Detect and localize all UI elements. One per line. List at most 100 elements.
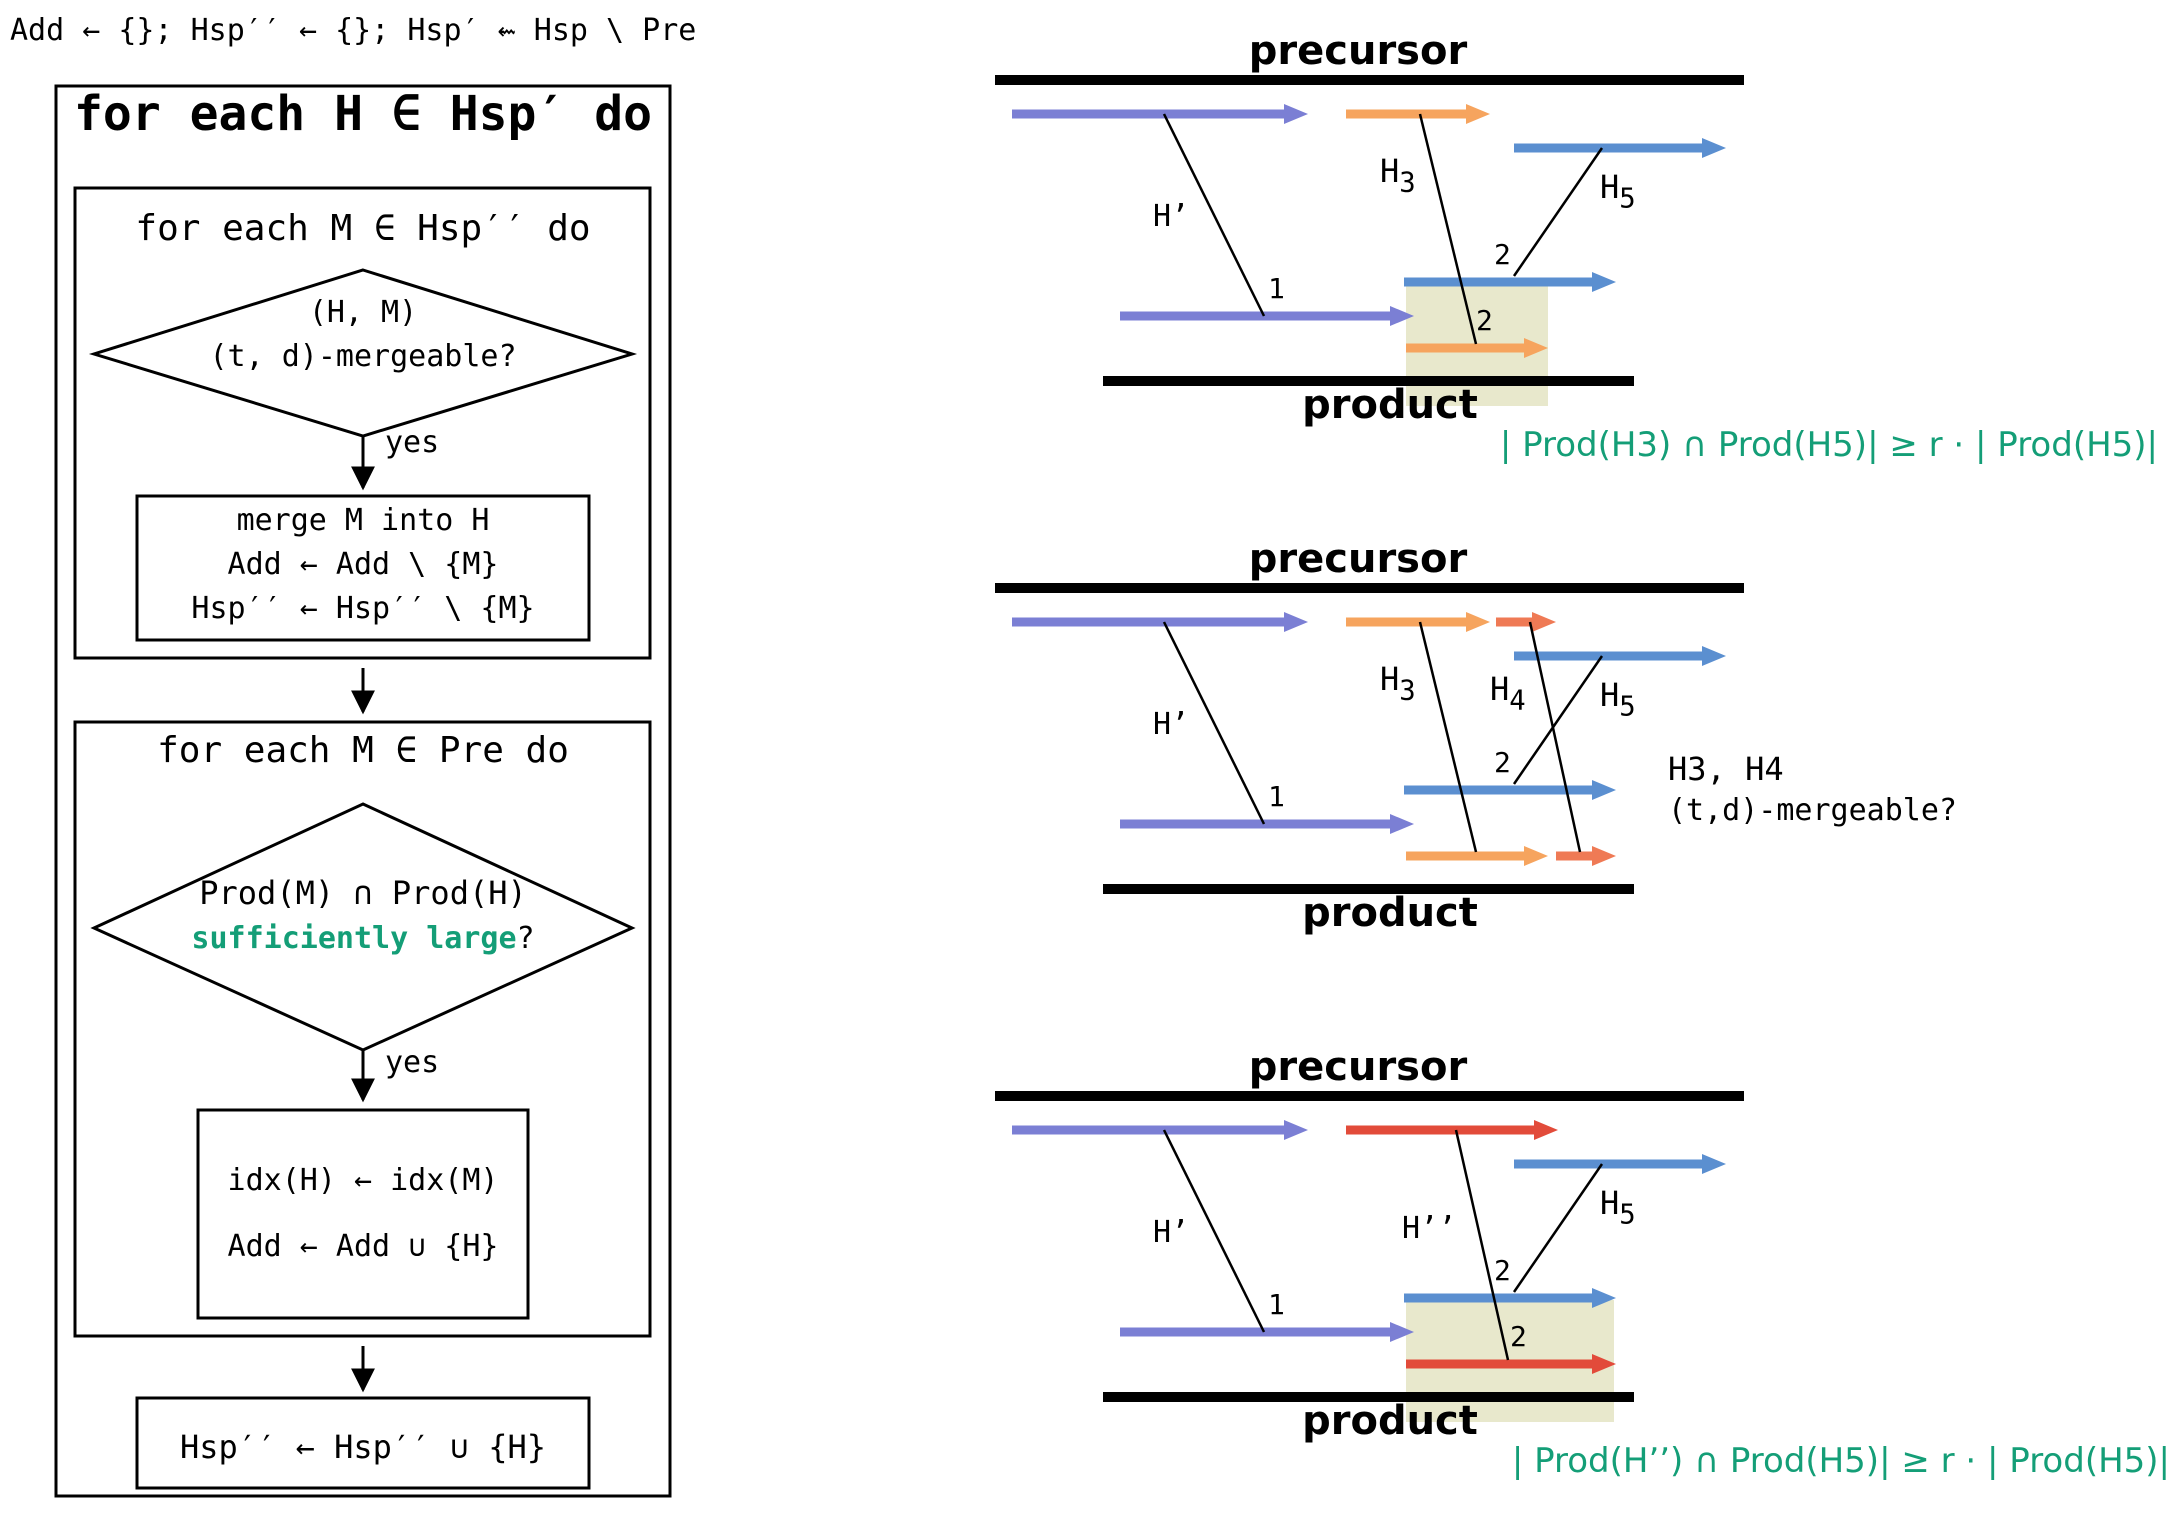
h5-label-sub: 5 [1619,1200,1635,1231]
h3-precursor-arrow-head [1466,612,1490,632]
h5-product-arrow-head [1592,272,1616,292]
merge-box [135,494,591,642]
idx-box [196,1108,530,1320]
decision-2-highlight: sufficiently large [191,921,516,956]
merge-line2: Add ← Add \ {M} [228,547,499,582]
init-line: Add ← {}; Hsp′′ ← {}; Hsp′ ⇜ Hsp \ Pre [10,13,696,48]
h5-label: H5 [1600,676,1636,723]
h-prime-link [1162,113,1266,317]
h-prime-label: H’ [1153,707,1189,742]
fragment-2b-label: 2 [1510,1320,1527,1353]
h-prime-product-arrow-head [1390,814,1414,834]
h-prime-precursor-arrow-head [1284,104,1308,124]
h5-link [1512,1163,1604,1293]
fragment-2a-label: 2 [1494,238,1511,271]
final-box [135,1396,591,1490]
h5-product-arrow-head [1592,780,1616,800]
mergeability-formula: | Prod(H3) ∩ Prod(H5)| ≥ r · | Prod(H5)| [1500,425,2158,465]
decision-1-line1: (H, M) [309,295,417,330]
h3-label-base: H [1380,152,1399,190]
flowchart: Add ← {}; Hsp′′ ← {}; Hsp′ ⇜ Hsp \ Pre f… [10,13,696,1498]
h5-label-base: H [1600,676,1619,714]
final-line: Hsp′′ ← Hsp′′ ∪ {H} [180,1428,546,1466]
h3-precursor-arrow-head [1466,104,1490,124]
h4-link [1528,621,1582,853]
precursor-label: precursor [1249,1044,1468,1090]
inner-loop-2-label: for each M ∈ Pre do [157,730,569,771]
h5-link [1512,147,1604,277]
decision-2-line2: sufficiently large? [191,921,534,956]
h-prime-label: H’ [1153,1215,1189,1250]
h3-label: H3 [1380,660,1416,707]
product-label: product [1302,1398,1478,1444]
product-label: product [1302,382,1478,428]
h5-label-base: H [1600,1184,1619,1222]
decision-1-line2: (t, d)-mergeable? [209,339,516,374]
h-dprime-label: H’’ [1402,1211,1456,1246]
inner-loop-1-label: for each M ∈ Hsp′′ do [135,208,590,249]
fragment-1-label: 1 [1268,272,1285,305]
h-dprime-precursor-arrow-head [1534,1120,1558,1140]
h3-link [1418,113,1478,345]
h5-precursor-arrow-head [1702,138,1726,158]
fragment-2a-label: 2 [1494,1254,1511,1287]
h-prime-product-arrow-head [1390,1322,1414,1342]
precursor-label: precursor [1249,28,1468,74]
h-dprime-product-arrow-head [1592,1354,1616,1374]
fragment-2b-label: 2 [1476,304,1493,337]
h-dprime-link [1454,1129,1510,1361]
h3-label-sub: 3 [1399,168,1415,199]
h-prime-precursor-arrow-head [1284,612,1308,632]
decision-2-suffix: ? [517,921,535,956]
h-prime-link [1162,621,1266,825]
h3-label-sub: 3 [1399,676,1415,707]
h3-product-arrow-head [1524,846,1548,866]
h5-product-arrow-head [1592,1288,1616,1308]
h5-label: H5 [1600,168,1636,215]
inner-loop-1-box [73,186,652,660]
h4-label: H4 [1490,670,1526,717]
h-prime-link [1162,1129,1266,1333]
fragment-2a-label: 2 [1494,746,1511,779]
h5-label: H5 [1600,1184,1636,1231]
yes-label-1: yes [385,425,439,460]
fragment-1-label: 1 [1268,1288,1285,1321]
h4-precursor-arrow-head [1532,612,1556,632]
h5-precursor-arrow-head [1702,646,1726,666]
merge-question-line2: (t,d)-mergeable? [1668,793,1957,828]
idx-line1: idx(H) ← idx(M) [228,1163,499,1198]
merge-question-line1: H3, H4 [1668,750,1784,788]
h5-link [1512,655,1604,785]
product-label: product [1302,890,1478,936]
h5-label-sub: 5 [1619,692,1635,723]
yes-label-2: yes [385,1045,439,1080]
h5-precursor-arrow-head [1702,1154,1726,1174]
outer-loop-label: for each H ∈ Hsp′ do [74,86,652,142]
h3-product-arrow-head [1524,338,1548,358]
h4-product-arrow-head [1592,846,1616,866]
h5-label-sub: 5 [1619,184,1635,215]
inner-loop-2-box [73,720,652,1338]
merge-line1: merge M into H [237,503,490,538]
decision-2-line1: Prod(M) ∩ Prod(H) [199,874,527,912]
h3-link [1418,621,1478,853]
outer-loop-box [54,84,672,1498]
h3-label-base: H [1380,660,1399,698]
precursor-label: precursor [1249,536,1468,582]
fragment-1-label: 1 [1268,780,1285,813]
h3-label: H3 [1380,152,1416,199]
h-prime-precursor-arrow-head [1284,1120,1308,1140]
merge-line3: Hsp′′ ← Hsp′′ \ {M} [191,591,534,626]
h-prime-label: H’ [1153,199,1189,234]
mergeability-formula: | Prod(H’’) ∩ Prod(H5)| ≥ r · | Prod(H5)… [1512,1441,2170,1481]
h5-label-base: H [1600,168,1619,206]
idx-line2: Add ← Add ∪ {H} [228,1229,499,1264]
h4-label-base: H [1490,670,1509,708]
panel-3: precursor product H’ 1 H5 2 H’’ 2 | Prod(H’’) ∩ … [995,1044,2170,1481]
h4-label-sub: 4 [1509,686,1525,717]
h-prime-product-arrow-head [1390,306,1414,326]
